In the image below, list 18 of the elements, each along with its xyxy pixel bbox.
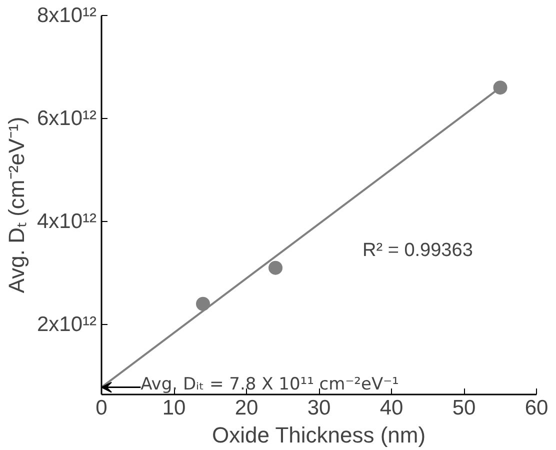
x-tick-label: 50 (452, 396, 476, 420)
y-tick-label: 8x10¹² (36, 4, 97, 27)
point (196, 296, 210, 311)
y-tick-label: 2x10¹² (36, 312, 97, 336)
x-axis-title: Oxide Thickness (nm) (212, 422, 426, 448)
y-tick-label: 4x10¹² (36, 210, 97, 233)
point (493, 80, 508, 95)
x-tick-label: 60 (524, 396, 548, 420)
x-tick-label: 0 (96, 396, 108, 420)
annotation: Avg. Dᵢₜ = 7.8 X 10¹¹ cm⁻²eV⁻¹ (140, 374, 399, 394)
y-tick-label: 6x10¹² (36, 106, 97, 130)
x-tick-label: 40 (380, 396, 404, 420)
point (268, 260, 282, 275)
x-tick-label: 10 (162, 396, 186, 420)
annotation: R² = 0.99363 (362, 240, 473, 261)
y-axis-title: Avg. Dₜ (cm⁻²eV⁻¹) (4, 116, 29, 294)
x-tick-label: 20 (234, 396, 258, 420)
x-tick-label: 30 (307, 396, 331, 420)
